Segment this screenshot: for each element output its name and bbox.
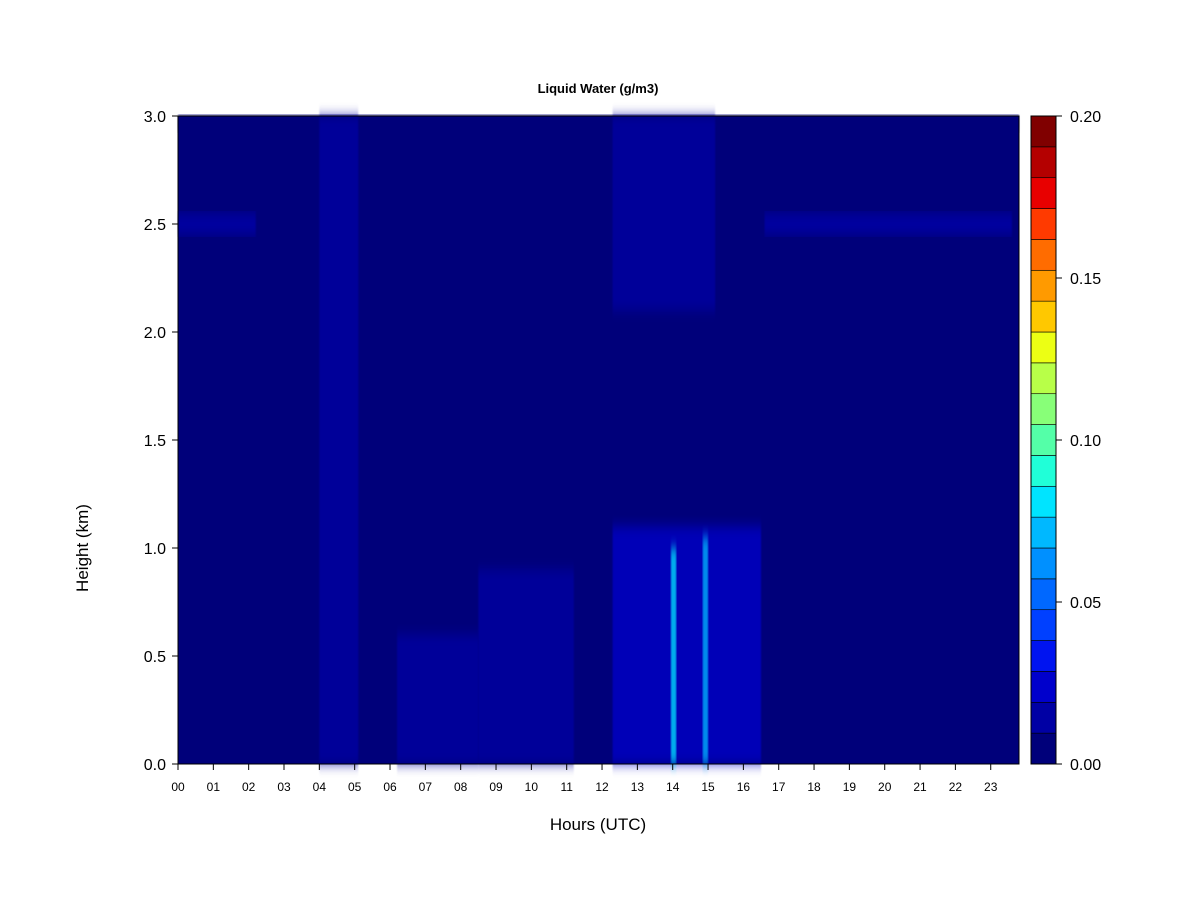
x-tick-label: 20 bbox=[878, 780, 892, 794]
y-tick-label: 1.5 bbox=[144, 433, 166, 450]
colorbar-swatch bbox=[1030, 393, 1057, 425]
x-tick-label: 01 bbox=[207, 780, 221, 794]
x-axis-label: Hours (UTC) bbox=[550, 815, 646, 834]
heat-cell bbox=[319, 116, 359, 764]
heat-cell bbox=[702, 537, 709, 764]
x-tick-label: 08 bbox=[454, 780, 468, 794]
heat-cell bbox=[764, 213, 1012, 235]
x-tick-label: 19 bbox=[843, 780, 857, 794]
y-tick-label: 2.0 bbox=[144, 325, 166, 342]
colorbar: 0.00 0.05 0.10 0.15 0.20 bbox=[1030, 109, 1101, 774]
colorbar-swatch bbox=[1030, 300, 1057, 333]
heat-cell bbox=[178, 116, 1019, 132]
chart-title: Liquid Water (g/m3) bbox=[538, 81, 659, 96]
colorbar-tick-label: 0.05 bbox=[1070, 595, 1101, 612]
heat-cell bbox=[670, 548, 677, 764]
x-tick-label: 17 bbox=[772, 780, 786, 794]
x-tick-label: 06 bbox=[383, 780, 397, 794]
colorbar-swatch bbox=[1030, 609, 1057, 641]
y-tick-label: 3.0 bbox=[144, 109, 166, 126]
x-tick-label: 02 bbox=[242, 780, 256, 794]
colorbar-swatch bbox=[1030, 455, 1057, 487]
x-tick-label: 00 bbox=[171, 780, 185, 794]
colorbar-swatch bbox=[1030, 485, 1057, 518]
colorbar-swatch bbox=[1030, 424, 1057, 456]
colorbar-swatch bbox=[1030, 701, 1057, 734]
heat-cell bbox=[612, 116, 716, 311]
heat-cell bbox=[397, 634, 479, 764]
colorbar-swatch bbox=[1030, 732, 1057, 765]
x-tick-label: 12 bbox=[595, 780, 609, 794]
heat-cell bbox=[478, 569, 574, 764]
colorbar-swatch bbox=[1030, 269, 1057, 302]
colorbar-swatch bbox=[1030, 177, 1057, 209]
x-tick-label: 16 bbox=[737, 780, 751, 794]
x-tick-label: 21 bbox=[913, 780, 927, 794]
colorbar-swatch bbox=[1030, 331, 1057, 364]
colorbar-swatch bbox=[1030, 671, 1057, 703]
colorbar-swatch bbox=[1030, 239, 1057, 271]
x-tick-label: 22 bbox=[949, 780, 963, 794]
colorbar-tick-label: 0.10 bbox=[1070, 433, 1101, 450]
x-tick-label: 03 bbox=[277, 780, 291, 794]
y-tick-label: 0.5 bbox=[144, 649, 166, 666]
heat-cell bbox=[178, 213, 256, 235]
y-tick-label: 0.0 bbox=[144, 757, 166, 774]
x-tick-label: 14 bbox=[666, 780, 680, 794]
x-tick-label: 15 bbox=[701, 780, 715, 794]
colorbar-swatch bbox=[1030, 516, 1057, 549]
colorbar-swatch bbox=[1030, 146, 1057, 179]
colorbar-swatch bbox=[1030, 208, 1057, 240]
x-tick-label: 04 bbox=[313, 780, 327, 794]
y-axis-label: Height (km) bbox=[73, 504, 92, 592]
x-tick-label: 18 bbox=[807, 780, 821, 794]
x-tick-label: 05 bbox=[348, 780, 362, 794]
heat-layer bbox=[178, 116, 1019, 764]
x-tick-label: 23 bbox=[984, 780, 998, 794]
x-axis: 00 01 02 03 04 05 06 07 08 09 10 11 12 13 14 15 16 17 18 19… bbox=[171, 764, 998, 794]
x-tick-label: 10 bbox=[525, 780, 539, 794]
y-tick-label: 1.0 bbox=[144, 541, 166, 558]
x-tick-label: 07 bbox=[419, 780, 433, 794]
x-tick-label: 09 bbox=[489, 780, 503, 794]
colorbar-tick-label: 0.00 bbox=[1070, 757, 1101, 774]
colorbar-tick-label: 0.20 bbox=[1070, 109, 1101, 126]
colorbar-swatch bbox=[1030, 362, 1057, 395]
y-tick-label: 2.5 bbox=[144, 217, 166, 234]
heat-cell bbox=[612, 526, 762, 764]
colorbar-swatch bbox=[1030, 115, 1057, 148]
colorbar-swatch bbox=[1030, 578, 1057, 611]
x-tick-label: 11 bbox=[560, 780, 573, 794]
y-axis: 0.0 0.5 1.0 1.5 2.0 2.5 3.0 bbox=[144, 109, 178, 774]
colorbar-tick-label: 0.15 bbox=[1070, 271, 1101, 288]
x-tick-label: 13 bbox=[631, 780, 645, 794]
colorbar-swatch bbox=[1030, 547, 1057, 580]
colorbar-swatch bbox=[1030, 640, 1057, 672]
